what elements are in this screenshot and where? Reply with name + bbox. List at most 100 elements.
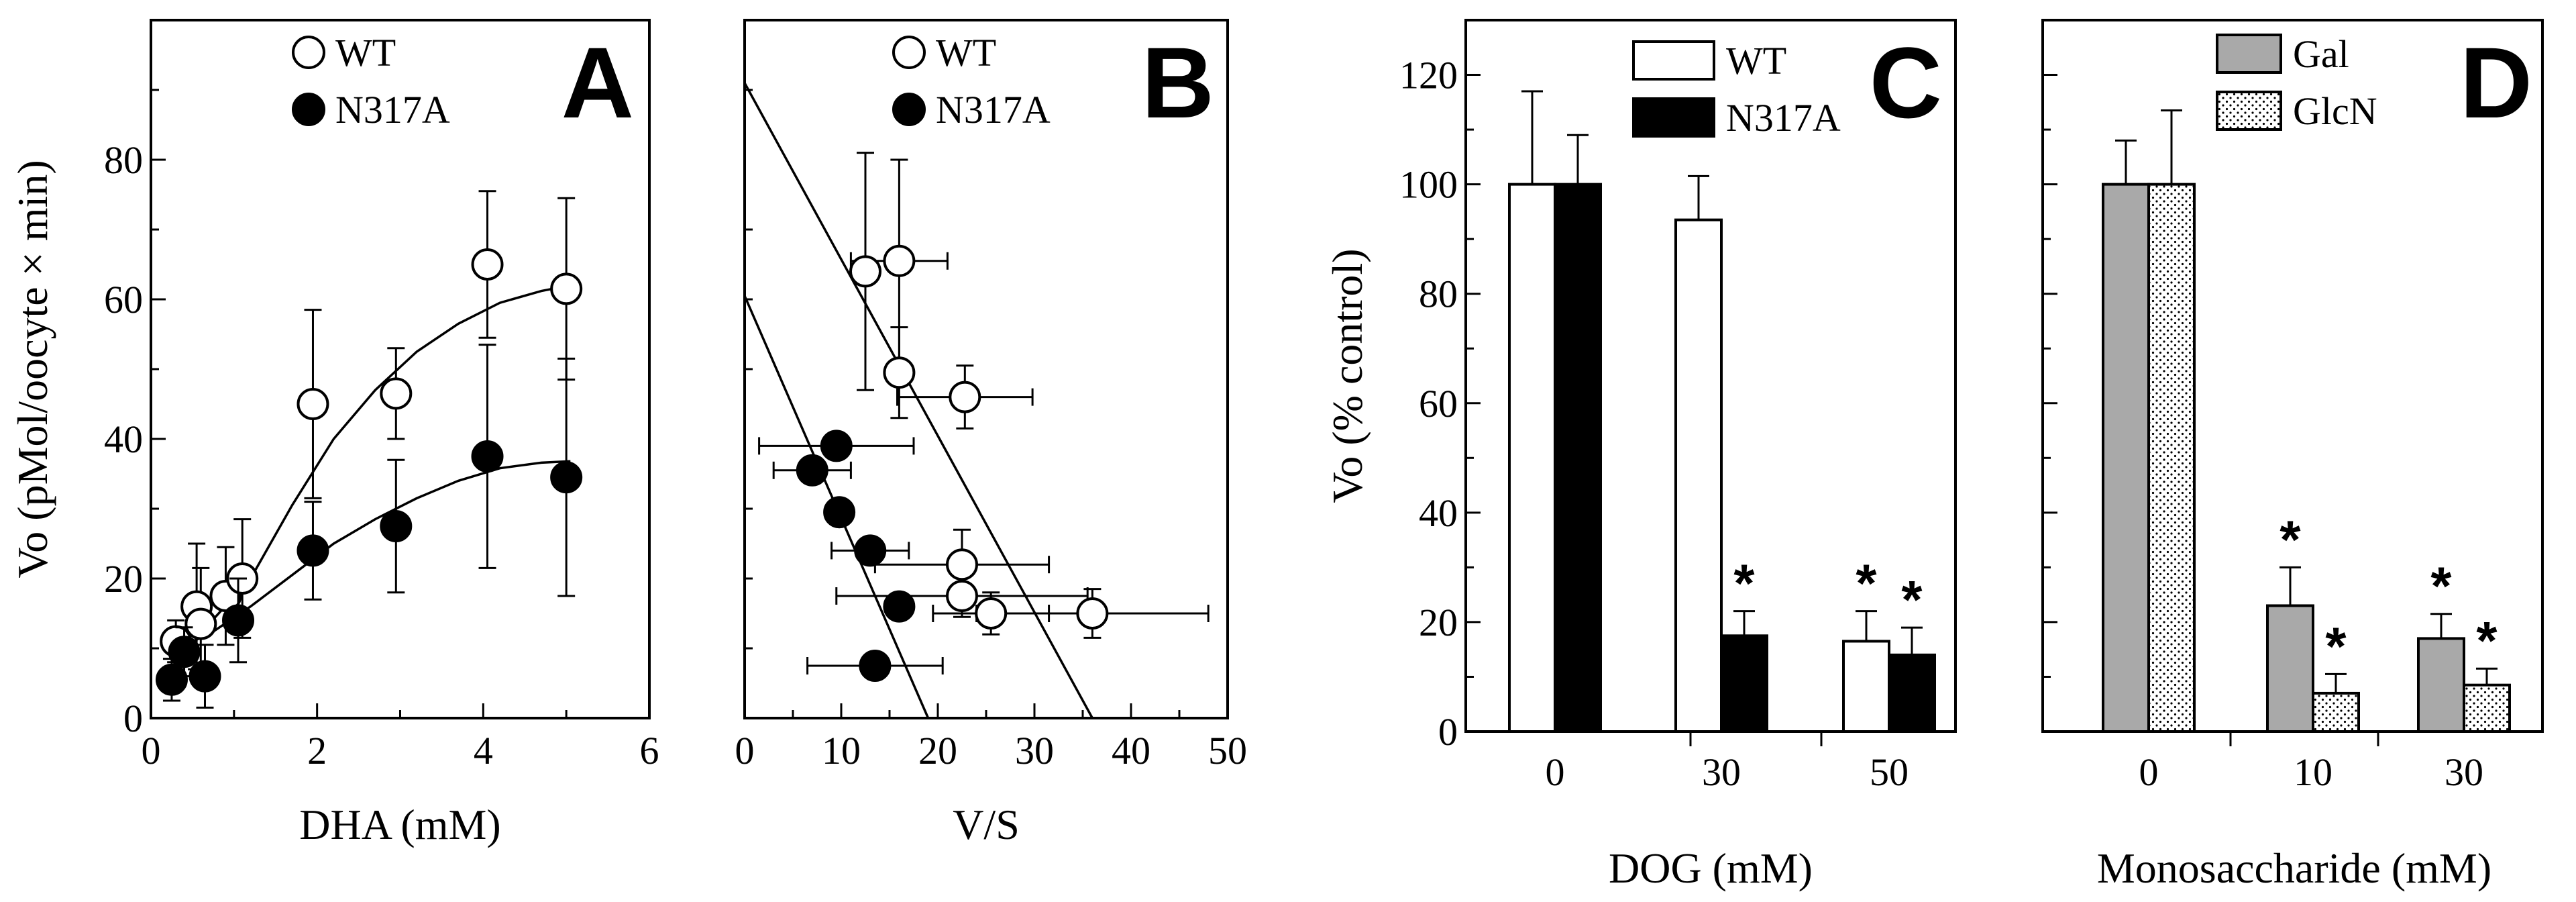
panel-a-point-n317a — [189, 660, 221, 693]
panel-d: 0 * * 10 * * 30 Gal GlcN D Monosaccharide (mM) — [2041, 19, 2544, 892]
panel-a-point-wt — [550, 272, 583, 305]
panel-b-fit-line-wt — [743, 82, 1093, 719]
panel-d-x-axis-label: Monosaccharide (mM) — [2097, 844, 2491, 892]
panel-d-significance-star: * — [2430, 556, 2452, 616]
panel-c-legend-swatch-wt — [1632, 40, 1715, 81]
panel-b-letter: B — [1142, 26, 1214, 139]
panel-d-bar-glcn — [2463, 683, 2511, 734]
panel-d-legend-label: Gal — [2293, 32, 2349, 76]
panel-b-x-tick-label: 20 — [918, 729, 957, 772]
panel-a-point-n317a — [222, 604, 255, 637]
panel-a-y-tick-label: 40 — [104, 417, 143, 461]
panel-b-x-tick-label: 0 — [735, 729, 755, 772]
panel-b-point-wt — [849, 255, 881, 288]
panel-c-bar-n317a — [1888, 653, 1936, 733]
panel-a-legend-marker-n317a — [292, 93, 325, 126]
panel-a-x-axis-label: DHA (mM) — [299, 801, 500, 848]
panel-a-point-n317a — [168, 636, 201, 668]
panel-c-letter: C — [1870, 26, 1942, 139]
panel-b-point-wt — [946, 548, 978, 581]
panel-c-x-tick-label: 30 — [1702, 750, 1741, 794]
panel-a-x-tick-label: 4 — [474, 729, 493, 772]
panel-a-point-wt — [471, 248, 504, 281]
panel-b-point-wt — [1076, 597, 1109, 630]
panel-c-y-axis-label: Vo (% control) — [1324, 248, 1371, 503]
panel-a-legend-label: WT — [335, 31, 396, 74]
panel-b-point-n317a — [823, 496, 856, 529]
panel-d-bar-glcn — [2312, 691, 2360, 734]
panel-c-y-tick-label: 40 — [1419, 491, 1458, 535]
panel-c-significance-star: * — [1733, 554, 1755, 613]
panel-c-y-tick-label: 120 — [1399, 54, 1458, 97]
panel-b-legend-label: WT — [936, 31, 996, 74]
panel-a-y-tick-label: 60 — [104, 278, 143, 321]
panel-a-point-n317a — [380, 510, 413, 542]
panel-d-x-tick-label: 0 — [2139, 750, 2159, 794]
panel-b-x-axis-label: V/S — [953, 801, 1020, 848]
panel-b-legend-marker-wt — [892, 36, 926, 69]
panel-a-letter: A — [561, 26, 634, 139]
panel-d-significance-star: * — [2476, 611, 2498, 670]
panel-c-y-tick-label: 60 — [1419, 382, 1458, 425]
panel-b-point-wt — [883, 244, 916, 277]
panel-c-bar-wt — [1508, 183, 1556, 734]
panel-a-point-n317a — [155, 663, 188, 696]
panel-b-legend-marker-n317a — [892, 93, 926, 126]
panel-d-x-tick-label: 30 — [2445, 750, 2483, 794]
panel-b-point-wt — [883, 356, 916, 389]
panel-a-y-axis-label: Vo (pMol/oocyte × min) — [9, 160, 56, 578]
panel-c-bar-wt — [1842, 640, 1890, 734]
panel-d-bar-gal — [2417, 637, 2465, 734]
panel-b-point-n317a — [820, 430, 853, 462]
panel-d-bar-glcn — [2147, 183, 2196, 734]
panel-b-x-tick-label: 40 — [1112, 729, 1150, 772]
panel-b-x-tick-label: 30 — [1015, 729, 1054, 772]
panel-b-point-wt — [949, 381, 981, 413]
panel-a-legend-marker-wt — [292, 36, 325, 69]
panel-c-y-tick-label: 80 — [1419, 272, 1458, 316]
panel-a-y-tick-label: 80 — [104, 138, 143, 182]
panel-b-point-wt — [946, 580, 978, 612]
panel-d-legend-label: GlcN — [2293, 89, 2377, 133]
panel-a-point-wt — [297, 388, 329, 420]
panel-a-point-wt — [184, 607, 217, 640]
panel-c-bar-wt — [1674, 218, 1723, 734]
panel-c: 0 20 40 60 80 100 120 0 * 30 * * 50 WT N317A C DOG (mM) V… — [1324, 19, 1957, 892]
panel-d-significance-star: * — [2279, 509, 2301, 569]
panel-b-point-wt — [975, 597, 1008, 630]
panel-d-letter: D — [2460, 26, 2532, 139]
panel-c-legend-swatch-n317a — [1632, 97, 1715, 138]
panel-c-y-tick-label: 100 — [1399, 163, 1458, 207]
panel-d-bar-gal — [2266, 604, 2314, 734]
panel-c-x-tick-label: 0 — [1546, 750, 1565, 794]
panel-d-legend-swatch-gal — [2216, 34, 2282, 74]
panel-b-point-n317a — [859, 650, 892, 682]
panel-a-x-tick-label: 2 — [307, 729, 327, 772]
panel-d-legend-swatch-glcn — [2216, 91, 2282, 131]
panel-a-point-n317a — [550, 461, 583, 494]
panel-b-x-tick-label: 50 — [1208, 729, 1247, 772]
panel-b-x-tick-label: 10 — [822, 729, 861, 772]
panel-a-y-tick-label: 0 — [123, 697, 143, 740]
panel-c-significance-star: * — [1901, 570, 1923, 630]
panel-c-significance-star: * — [1856, 554, 1877, 613]
panel-c-y-tick-label: 20 — [1419, 601, 1458, 644]
panel-a-x-tick-label: 6 — [640, 729, 659, 772]
panel-a-x-tick-label: 0 — [142, 729, 161, 772]
panel-c-x-tick-label: 50 — [1870, 750, 1909, 794]
panel-a-y-tick-label: 20 — [104, 557, 143, 601]
panel-b-point-n317a — [883, 590, 916, 623]
panel-a-point-wt — [380, 377, 413, 410]
panel-d-bar-gal — [2102, 183, 2150, 734]
panel-b-legend-label: N317A — [936, 88, 1051, 132]
panel-a-point-n317a — [471, 440, 504, 472]
panel-c-bar-n317a — [1720, 634, 1768, 733]
panel-c-y-tick-label: 0 — [1438, 710, 1458, 754]
panel-c-bar-n317a — [1554, 183, 1602, 734]
panel-d-x-tick-label: 10 — [2294, 750, 2332, 794]
panel-d-significance-star: * — [2325, 616, 2347, 676]
panel-a-legend-label: N317A — [335, 88, 450, 132]
panel-c-legend-label: N317A — [1726, 96, 1841, 140]
